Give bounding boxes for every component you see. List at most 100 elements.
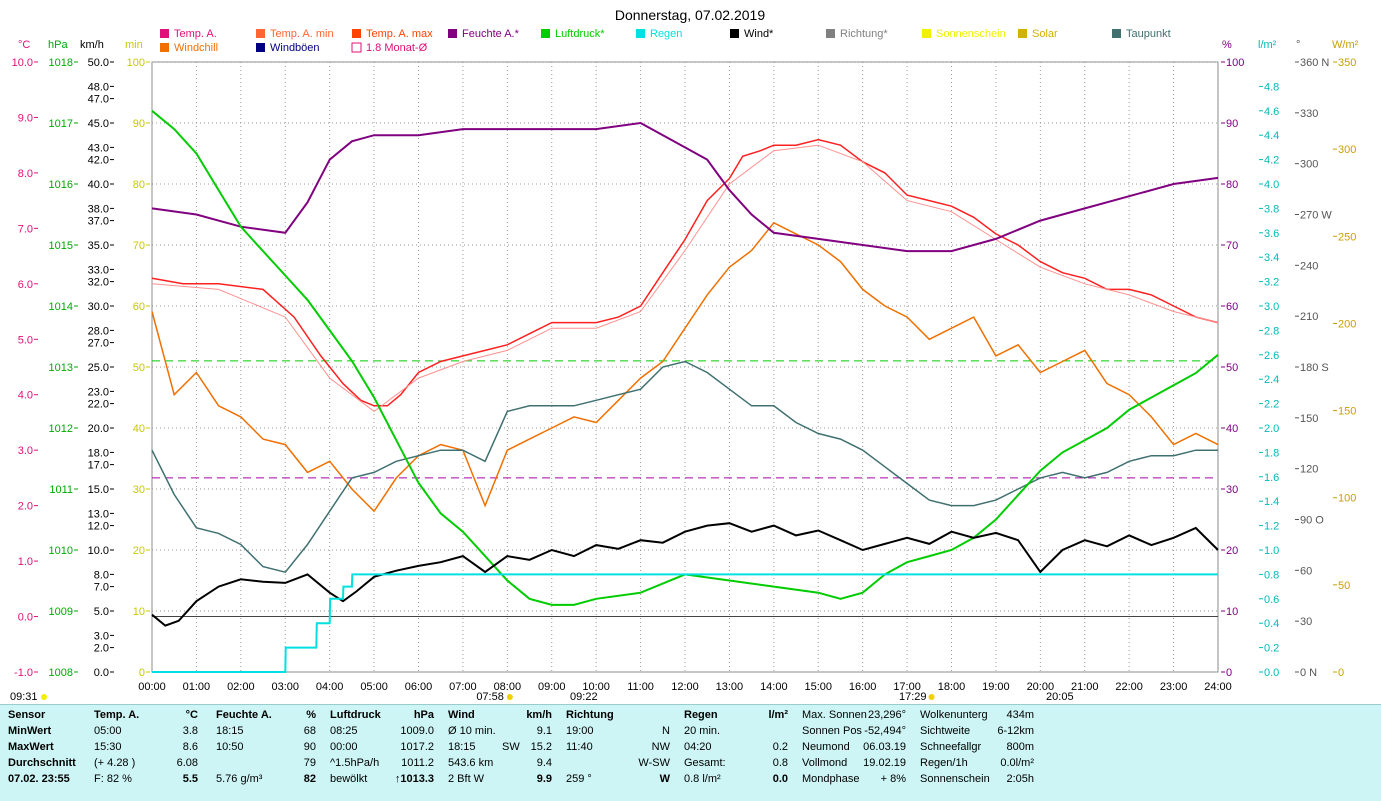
stats-misc-label: Sichtweite <box>920 725 971 737</box>
stats-temp-current: 5.5 <box>182 773 198 785</box>
rain-tick: 2.0 <box>1264 423 1279 435</box>
time-tick: 12:00 <box>671 681 699 693</box>
stats-temp-label: 15:30 <box>94 741 122 753</box>
legend-swatch <box>256 29 265 38</box>
stats-wind-label: Ø 10 min. <box>448 725 496 737</box>
legend-label: Regen <box>650 28 682 40</box>
legend-label: Sonnenschein <box>936 28 1006 40</box>
stats-astro-label: Vollmond <box>802 757 848 769</box>
time-tick: 02:00 <box>227 681 255 693</box>
stats-header: Sensor <box>8 709 46 721</box>
stats-misc-value: 0.0l/m² <box>1000 757 1034 769</box>
solar-tick: 0 <box>1338 667 1344 679</box>
legend-label: Temp. A. max <box>366 28 433 40</box>
rain-tick: 2.4 <box>1264 374 1279 386</box>
hpa-tick: 1014 <box>49 301 73 313</box>
solar-tick: 50 <box>1338 580 1350 592</box>
temp-tick: 3.0 <box>18 445 33 457</box>
stats-wind-value: 9.1 <box>536 725 552 737</box>
kmh-tick: 13.0 <box>88 508 109 520</box>
stats-misc-value: 434m <box>1006 709 1034 721</box>
kmh-tick: 27.0 <box>88 338 109 350</box>
stats-misc-value: 800m <box>1006 741 1034 753</box>
sunset-icon <box>928 694 935 700</box>
min-tick: 0 <box>139 667 145 679</box>
temp-tick: -1.0 <box>14 667 33 679</box>
deg-tick: 180 S <box>1300 362 1329 374</box>
time-tick: 04:00 <box>316 681 344 693</box>
pct-tick: 20 <box>1226 545 1238 557</box>
pct-tick: 10 <box>1226 606 1238 618</box>
time-tick: 03:00 <box>271 681 299 693</box>
solar-tick: 150 <box>1338 406 1356 418</box>
axes: °C hPa km/h min% l/m² ° W/m²10.09.08.07.06.05.… <box>12 39 1359 693</box>
moon-icon <box>41 694 47 700</box>
time-tick: 07:00 <box>449 681 477 693</box>
stats-rain-label: 04:20 <box>684 741 712 753</box>
legend-swatch <box>730 29 739 38</box>
legend-label: Richtung* <box>840 28 888 40</box>
stats-hum-current-label: 5.76 g/m³ <box>216 773 263 785</box>
stats-dir-header: Richtung <box>566 709 614 721</box>
temp-tick: 9.0 <box>18 112 33 124</box>
solar-tick: 350 <box>1338 57 1356 69</box>
min-tick: 10 <box>133 606 145 618</box>
rain-tick: 0.0 <box>1264 667 1279 679</box>
axis-unit: W/m² <box>1332 39 1359 51</box>
rain-tick: 2.2 <box>1264 399 1279 411</box>
stats-wind-dir: SW <box>502 741 520 753</box>
solar-tick: 200 <box>1338 318 1356 330</box>
moonset-time: 20:05 <box>1046 691 1074 703</box>
time-tick: 14:00 <box>760 681 788 693</box>
legend-label: Luftdruck* <box>555 28 605 40</box>
time-tick: 20:00 <box>1027 681 1055 693</box>
solar-tick: 100 <box>1338 493 1356 505</box>
kmh-tick: 7.0 <box>94 582 109 594</box>
temp-tick: 1.0 <box>18 556 33 568</box>
temp-tick: 2.0 <box>18 501 33 513</box>
time-tick: 01:00 <box>183 681 211 693</box>
sunrise-icon <box>506 694 513 700</box>
legend-swatch <box>541 29 550 38</box>
legend-swatch <box>160 29 169 38</box>
legend-label: Solar <box>1032 28 1058 40</box>
kmh-tick: 12.0 <box>88 521 109 533</box>
time-tick: 09:00 <box>538 681 566 693</box>
series-layer <box>151 110 1219 673</box>
moon-time: 09:31 <box>10 691 38 703</box>
stats-dir-current: W <box>659 773 670 785</box>
stats-dir-current-label: 259 ° <box>566 773 592 785</box>
kmh-tick: 45.0 <box>88 118 109 130</box>
kmh-tick: 33.0 <box>88 264 109 276</box>
sunrise-time: 07:58 <box>476 691 504 703</box>
stats-dir-value: N <box>662 725 670 737</box>
kmh-tick: 5.0 <box>94 606 109 618</box>
min-tick: 40 <box>133 423 145 435</box>
series-line <box>151 360 1218 574</box>
stats-astro-label: Mondphase <box>802 773 860 785</box>
stats-temp-value: 8.6 <box>182 741 198 753</box>
deg-tick: 300 <box>1300 159 1318 171</box>
stats-press-value: 1011.2 <box>401 757 434 769</box>
stats-press-value: 1009.0 <box>400 725 434 737</box>
stats-wind-current-label: 2 Bft W <box>448 773 485 785</box>
pct-tick: 100 <box>1226 57 1244 69</box>
min-tick: 60 <box>133 301 145 313</box>
stats-hum-label: 10:50 <box>216 741 244 753</box>
legend-swatch <box>352 29 361 38</box>
deg-tick: 360 N <box>1300 57 1329 69</box>
legend-label: Windböen <box>270 42 320 54</box>
stats-astro-value: + 8% <box>880 773 906 785</box>
pct-tick: 30 <box>1226 484 1238 496</box>
axis-unit: % <box>1222 39 1232 51</box>
time-tick: 13:00 <box>716 681 744 693</box>
hpa-tick: 1016 <box>49 179 73 191</box>
series-line <box>151 121 1219 253</box>
rain-tick: 1.4 <box>1264 496 1279 508</box>
series-line <box>151 522 1219 627</box>
min-tick: 30 <box>133 484 145 496</box>
stats-hum-value: 90 <box>303 741 316 753</box>
min-tick: 90 <box>133 118 145 130</box>
rain-tick: 1.2 <box>1264 521 1279 533</box>
stats-wind-value: 9.4 <box>536 757 552 769</box>
